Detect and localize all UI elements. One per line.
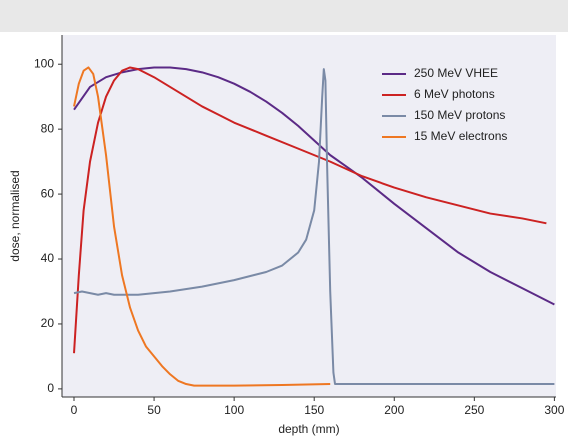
x-tick-label: 300 (544, 403, 564, 417)
y-tick-label: 60 (41, 186, 55, 200)
series-line (73, 68, 555, 386)
legend-label: 6 MeV photons (414, 87, 495, 101)
y-tick-label: 40 (41, 251, 55, 265)
x-tick-label: 150 (304, 403, 324, 417)
x-axis-label: depth (mm) (278, 422, 339, 436)
y-tick-label: 0 (47, 381, 54, 395)
y-tick-label: 100 (34, 56, 54, 70)
x-tick-label: 250 (464, 403, 484, 417)
series-line (73, 66, 555, 306)
legend-label: 15 MeV electrons (414, 129, 507, 143)
x-tick-label: 200 (384, 403, 404, 417)
series-line (73, 66, 331, 387)
y-axis-label: dose, normalised (8, 170, 22, 261)
header-band (0, 0, 568, 32)
x-tick-label: 50 (147, 403, 161, 417)
y-tick-label: 80 (41, 121, 55, 135)
x-tick-label: 0 (71, 403, 78, 417)
series-line (73, 66, 547, 354)
y-tick-label: 20 (41, 316, 55, 330)
x-tick-label: 100 (224, 403, 244, 417)
plot-area (62, 35, 556, 397)
legend-label: 250 MeV VHEE (414, 66, 498, 80)
legend-label: 150 MeV protons (414, 108, 505, 122)
